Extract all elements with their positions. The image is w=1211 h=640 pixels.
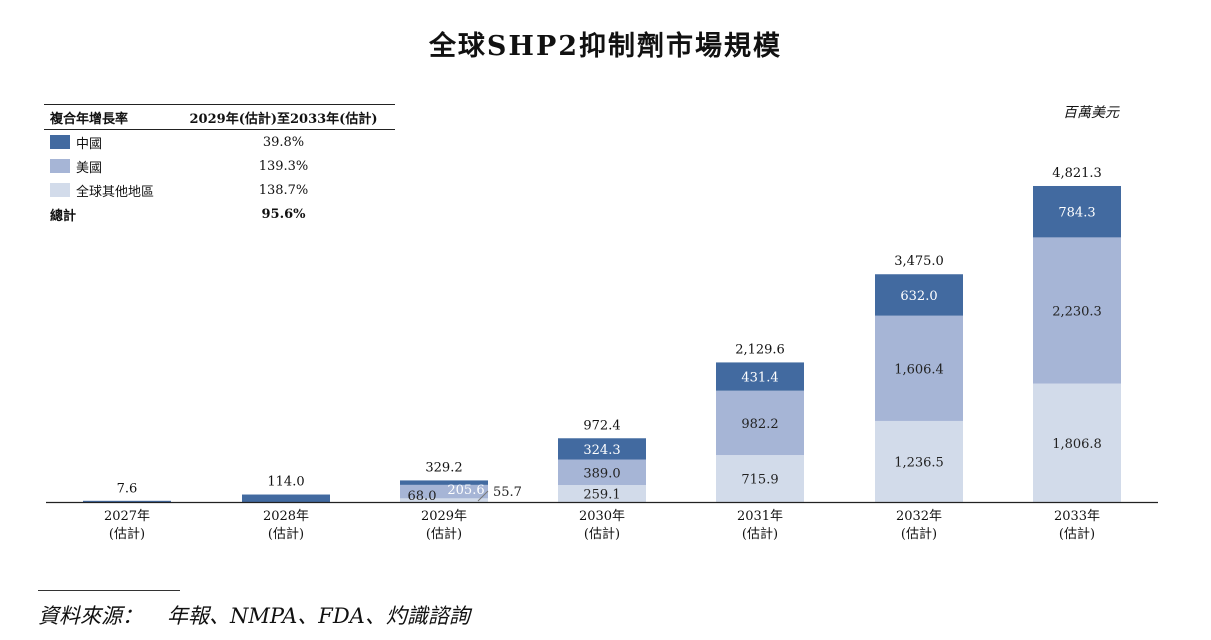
label-china-2030: 324.3 (583, 443, 620, 458)
label-rest-2029: 55.7 (493, 485, 522, 500)
xtick-year-2031: 2031年 (737, 509, 783, 524)
legend-header-right: 2029年(估計)至2033年(估計) (189, 111, 378, 127)
label-us-2033: 2,230.3 (1052, 304, 1102, 319)
legend-row-total: 總計 95.6% (44, 202, 395, 226)
xtick-year-2030: 2030年 (579, 509, 625, 524)
label-rest-2032: 1,236.5 (894, 455, 944, 470)
bar-china-2029 (400, 480, 488, 485)
label-china-2033: 784.3 (1058, 206, 1095, 221)
total-label-2033: 4,821.3 (1052, 166, 1102, 181)
total-label-2028: 114.0 (267, 475, 304, 490)
xtick-note-2029: (估計) (426, 526, 462, 542)
bar-china-2030 (558, 438, 646, 460)
legend-cagr-us: 139.3% (258, 158, 309, 174)
total-label-2029: 329.2 (425, 460, 462, 475)
xtick-note-2033: (估計) (1059, 526, 1095, 542)
label-us-2032: 1,606.4 (894, 362, 944, 377)
label-us-2030: 389.0 (583, 466, 620, 481)
label-rest-2030: 259.1 (583, 488, 620, 503)
xtick-note-2031: (估計) (742, 526, 778, 542)
bar-china-2031 (716, 362, 804, 391)
label-us-2031: 982.2 (741, 417, 778, 432)
total-label-2031: 2,129.6 (735, 342, 785, 357)
legend-cagr-china: 39.8% (262, 134, 305, 150)
xtick-note-2032: (估計) (901, 526, 937, 542)
source-label: 資料來源： (38, 604, 143, 628)
total-label-2032: 3,475.0 (894, 254, 944, 269)
label-china-2029: 68.0 (408, 489, 437, 504)
legend-row-us: 美國 139.3% (44, 154, 395, 178)
legend-cagr-total: 95.6% (261, 206, 306, 222)
label-china-2031: 431.4 (741, 371, 778, 386)
bar-rest-2033 (1033, 383, 1121, 502)
bar-china-2032 (875, 274, 963, 316)
legend-label-rest: 全球其他地區 (76, 184, 155, 200)
bar-rest-2031 (716, 455, 804, 502)
xtick-note-2027: (估計) (109, 526, 145, 542)
xtick-year-2033: 2033年 (1054, 509, 1100, 524)
bar-rest-2030 (558, 485, 646, 502)
cagr-legend-table: 複合年增長率 2029年(估計)至2033年(估計) 中國 39.8% 美國 1… (44, 104, 395, 226)
total-label-2027: 7.6 (117, 482, 138, 497)
total-label-2030: 972.4 (583, 418, 620, 433)
bar-china-2033 (1033, 185, 1121, 238)
bar-us-2032 (875, 315, 963, 421)
label-rest-2031: 715.9 (741, 473, 778, 488)
legend-header: 複合年增長率 2029年(估計)至2033年(估計) (44, 104, 395, 130)
legend-swatch-rest (50, 183, 70, 197)
unit-label: 百萬美元 (1063, 105, 1119, 121)
legend-label-total: 總計 (50, 208, 77, 224)
label-rest-2033: 1,806.8 (1052, 437, 1102, 452)
source-note: 資料來源： 年報、NMPA、FDA、灼識諮詢 (38, 600, 470, 630)
source-divider (38, 590, 180, 591)
xtick-year-2027: 2027年 (104, 509, 150, 524)
legend-header-left: 複合年增長率 (50, 111, 129, 127)
label-us-2029: 205.6 (447, 483, 484, 498)
bar-us-2030 (558, 459, 646, 486)
bar-rest-2032 (875, 420, 963, 502)
legend-row-rest: 全球其他地區 138.7% (44, 178, 395, 202)
legend-cagr-rest: 138.7% (258, 182, 309, 198)
bar-us-2029 (400, 484, 488, 499)
legend-swatch-china (50, 135, 70, 149)
bar-china-2027 (83, 500, 171, 502)
xtick-year-2028: 2028年 (263, 509, 309, 524)
label-china-2032: 632.0 (900, 289, 937, 304)
source-text: 年報、NMPA、FDA、灼識諮詢 (167, 604, 470, 628)
xtick-note-2030: (估計) (584, 526, 620, 542)
leader-rest-2029 (477, 490, 489, 502)
legend-label-china: 中國 (76, 136, 103, 152)
bar-us-2031 (716, 390, 804, 456)
bar-rest-2029 (400, 498, 488, 502)
xtick-year-2032: 2032年 (896, 509, 942, 524)
bar-us-2033 (1033, 237, 1121, 384)
legend-swatch-us (50, 159, 70, 173)
xtick-year-2029: 2029年 (421, 509, 467, 524)
legend-label-us: 美國 (76, 160, 103, 176)
xtick-note-2028: (估計) (268, 526, 304, 542)
chart-title: 全球SHP2抑制劑市場規模 (428, 31, 783, 62)
bar-china-2028 (242, 494, 330, 502)
legend-row-china: 中國 39.8% (44, 130, 395, 154)
